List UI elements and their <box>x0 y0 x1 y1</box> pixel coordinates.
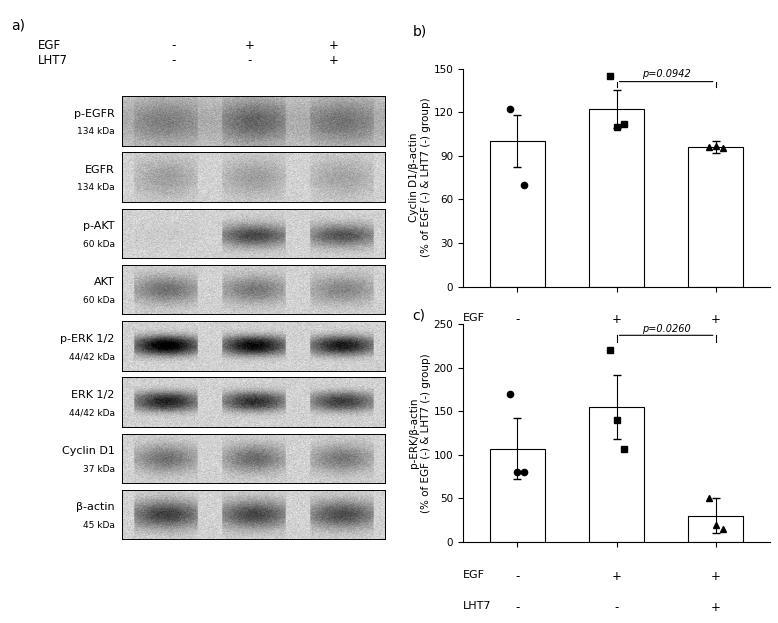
Text: EGF: EGF <box>463 313 485 323</box>
Text: -: - <box>515 601 520 614</box>
Y-axis label: p-ERK/β-actin
(% of EGF (-) & LHT7 (-) group): p-ERK/β-actin (% of EGF (-) & LHT7 (-) g… <box>409 353 431 513</box>
Text: +: + <box>711 335 720 348</box>
Text: 60 kDa: 60 kDa <box>82 296 114 305</box>
Text: -: - <box>247 54 252 67</box>
Text: +: + <box>612 313 622 326</box>
Text: +: + <box>711 601 720 614</box>
Text: ERK 1/2: ERK 1/2 <box>71 390 114 400</box>
Text: 60 kDa: 60 kDa <box>82 240 114 249</box>
Text: EGF: EGF <box>38 39 61 52</box>
Text: p=0.0260: p=0.0260 <box>642 323 691 333</box>
Text: 134 kDa: 134 kDa <box>77 127 114 136</box>
Text: b): b) <box>412 25 426 39</box>
Text: +: + <box>711 313 720 326</box>
Text: β-actin: β-actin <box>76 502 114 512</box>
Text: -: - <box>615 335 619 348</box>
Bar <box>490 141 545 287</box>
Bar <box>689 516 743 542</box>
Bar <box>490 449 545 542</box>
Text: -: - <box>515 571 520 583</box>
Text: LHT7: LHT7 <box>463 335 492 345</box>
Bar <box>589 109 644 287</box>
Text: -: - <box>171 54 176 67</box>
Text: -: - <box>615 601 619 614</box>
Text: p-ERK 1/2: p-ERK 1/2 <box>60 334 114 344</box>
Text: +: + <box>711 571 720 583</box>
Text: +: + <box>245 39 254 52</box>
Text: 44/42 kDa: 44/42 kDa <box>68 408 114 417</box>
Text: -: - <box>515 313 520 326</box>
Text: EGF: EGF <box>463 571 485 581</box>
Text: -: - <box>171 39 176 52</box>
Text: p=0.0942: p=0.0942 <box>642 69 691 80</box>
Y-axis label: Cyclin D1/β-actin
(% of EGF (-) & LHT7 (-) group): Cyclin D1/β-actin (% of EGF (-) & LHT7 (… <box>409 98 431 257</box>
Text: AKT: AKT <box>94 277 114 287</box>
Text: +: + <box>329 54 338 67</box>
Text: c): c) <box>412 308 426 322</box>
Text: 134 kDa: 134 kDa <box>77 184 114 193</box>
Text: Cyclin D1: Cyclin D1 <box>61 446 114 456</box>
Text: a): a) <box>12 19 26 32</box>
Bar <box>589 407 644 542</box>
Text: LHT7: LHT7 <box>463 601 492 611</box>
Text: -: - <box>515 335 520 348</box>
Text: LHT7: LHT7 <box>38 54 68 67</box>
Text: EGFR: EGFR <box>85 165 114 175</box>
Text: 37 kDa: 37 kDa <box>82 465 114 473</box>
Text: +: + <box>612 571 622 583</box>
Text: 45 kDa: 45 kDa <box>82 521 114 530</box>
Bar <box>689 147 743 287</box>
Text: p-AKT: p-AKT <box>83 221 114 231</box>
Text: p-EGFR: p-EGFR <box>74 109 114 119</box>
Text: 44/42 kDa: 44/42 kDa <box>68 352 114 361</box>
Text: +: + <box>329 39 338 52</box>
